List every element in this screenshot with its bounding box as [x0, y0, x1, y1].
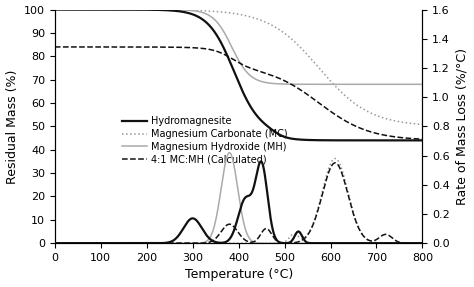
Magnesium Hydroxide (MH) — [419, 83, 425, 86]
Y-axis label: Rate of Mass Loss (%/°C): Rate of Mass Loss (%/°C) — [456, 48, 468, 205]
Magnesium Hydroxide (MH) — [390, 83, 396, 86]
Line: Magnesium Hydroxide (MH): Magnesium Hydroxide (MH) — [55, 9, 422, 84]
Hydromagnesite — [210, 27, 215, 30]
Magnesium Hydroxide (MH) — [227, 41, 232, 44]
Magnesium Carbonate (MC) — [210, 9, 215, 13]
Magnesium Carbonate (MC) — [390, 119, 396, 122]
Magnesium Hydroxide (MH) — [206, 14, 212, 17]
4:1 MC:MH (Calculated) — [52, 45, 58, 49]
Legend: Hydromagnesite, Magnesium Carbonate (MC), Magnesium Hydroxide (MH), 4:1 MC:MH (C: Hydromagnesite, Magnesium Carbonate (MC)… — [118, 112, 291, 169]
Hydromagnesite — [408, 139, 414, 142]
Hydromagnesite — [390, 139, 396, 142]
Hydromagnesite — [319, 139, 325, 142]
Hydromagnesite — [227, 59, 232, 62]
Hydromagnesite — [52, 8, 58, 11]
Magnesium Carbonate (MC) — [408, 122, 414, 125]
4:1 MC:MH (Calculated) — [227, 55, 232, 59]
4:1 MC:MH (Calculated) — [206, 48, 212, 51]
Magnesium Hydroxide (MH) — [408, 83, 414, 86]
Magnesium Carbonate (MC) — [52, 8, 58, 11]
Line: Hydromagnesite: Hydromagnesite — [55, 9, 422, 140]
Magnesium Carbonate (MC) — [206, 9, 212, 13]
Hydromagnesite — [206, 24, 212, 27]
Magnesium Hydroxide (MH) — [319, 83, 325, 86]
4:1 MC:MH (Calculated) — [408, 137, 414, 140]
Hydromagnesite — [419, 139, 425, 142]
Magnesium Hydroxide (MH) — [210, 16, 215, 19]
4:1 MC:MH (Calculated) — [419, 137, 425, 141]
Magnesium Carbonate (MC) — [227, 11, 232, 15]
Magnesium Hydroxide (MH) — [52, 8, 58, 11]
Magnesium Carbonate (MC) — [419, 123, 425, 126]
Line: Magnesium Carbonate (MC): Magnesium Carbonate (MC) — [55, 9, 422, 125]
4:1 MC:MH (Calculated) — [210, 48, 215, 52]
X-axis label: Temperature (°C): Temperature (°C) — [184, 268, 293, 282]
4:1 MC:MH (Calculated) — [390, 135, 396, 138]
4:1 MC:MH (Calculated) — [319, 103, 325, 107]
Line: 4:1 MC:MH (Calculated): 4:1 MC:MH (Calculated) — [55, 47, 422, 139]
Magnesium Carbonate (MC) — [319, 69, 325, 73]
Y-axis label: Residual Mass (%): Residual Mass (%) — [6, 69, 18, 184]
